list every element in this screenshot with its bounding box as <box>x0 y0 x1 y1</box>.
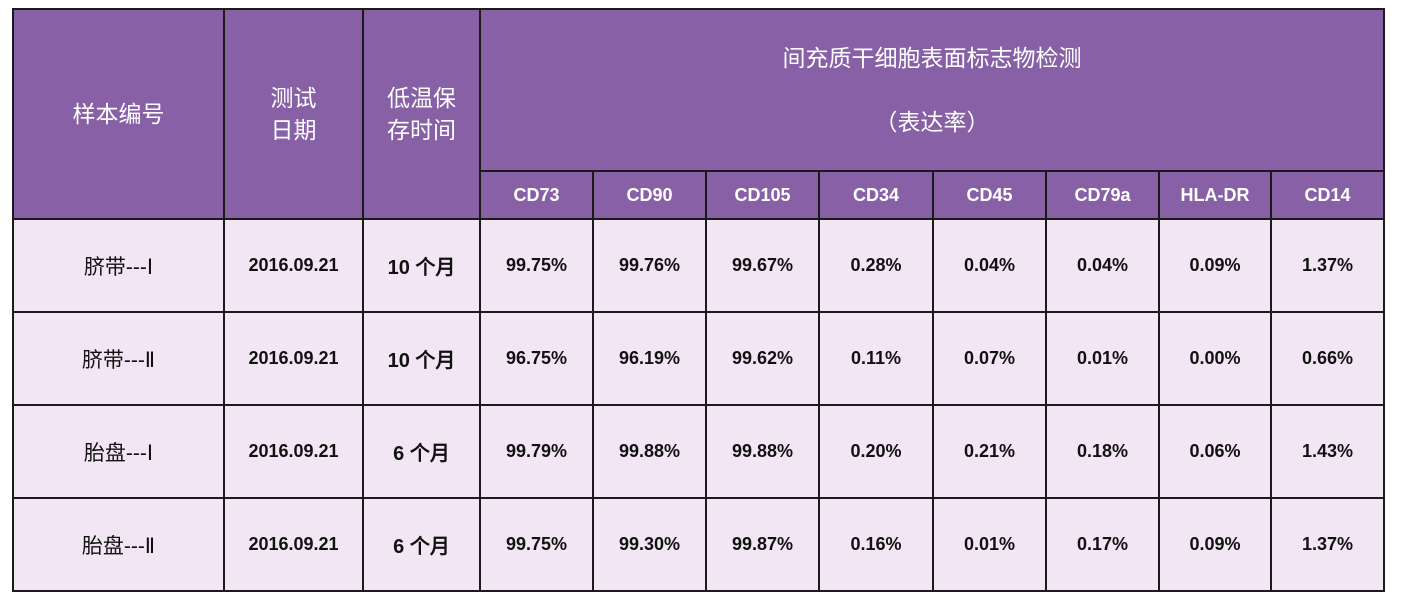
page: 样本编号 测试 日期 低温保 存时间 间充质干细胞表面标志物检测 （表达率） C… <box>12 8 1385 592</box>
marker-header: CD90 <box>592 170 707 220</box>
header-row: 样本编号 测试 日期 低温保 存时间 间充质干细胞表面标志物检测 （表达率） <box>12 8 1385 220</box>
table-cell: 99.30% <box>592 497 707 592</box>
table-cell: 99.88% <box>592 404 707 499</box>
table-cell: 99.88% <box>705 404 820 499</box>
table-cell: 脐带---Ⅱ <box>12 311 225 406</box>
header-cell: 样本编号 <box>12 8 225 220</box>
table-cell: 99.67% <box>705 218 820 313</box>
table-cell: 0.04% <box>932 218 1047 313</box>
group-header: 间充质干细胞表面标志物检测 （表达率） <box>479 8 1385 172</box>
table-cell: 2016.09.21 <box>223 218 364 313</box>
table-cell: 脐带---Ⅰ <box>12 218 225 313</box>
table-row: 胎盘---Ⅱ 2016.09.21 6 个月 99.75% 99.30% 99.87% 0.… <box>12 497 1385 592</box>
table-cell: 6 个月 <box>362 404 481 499</box>
table-row: 脐带---Ⅰ 2016.09.21 10 个月 99.75% 99.76% 99.67% 0… <box>12 218 1385 313</box>
table-cell: 10 个月 <box>362 218 481 313</box>
table-cell: 99.62% <box>705 311 820 406</box>
table-cell: 0.01% <box>1045 311 1160 406</box>
table-cell: 6 个月 <box>362 497 481 592</box>
table-cell: 0.06% <box>1158 404 1272 499</box>
table-cell: 2016.09.21 <box>223 311 364 406</box>
marker-header: HLA-DR <box>1158 170 1272 220</box>
table-cell: 0.09% <box>1158 497 1272 592</box>
table-cell: 1.37% <box>1270 218 1385 313</box>
table-cell: 2016.09.21 <box>223 497 364 592</box>
table-cell: 0.66% <box>1270 311 1385 406</box>
table-cell: 胎盘---Ⅰ <box>12 404 225 499</box>
table-cell: 10 个月 <box>362 311 481 406</box>
marker-table: 样本编号 测试 日期 低温保 存时间 间充质干细胞表面标志物检测 （表达率） C… <box>12 8 1385 592</box>
group-subtitle: （表达率） <box>874 109 990 135</box>
table-cell: 96.75% <box>479 311 594 406</box>
group-title: 间充质干细胞表面标志物检测 <box>782 45 1082 71</box>
table-cell: 0.16% <box>818 497 934 592</box>
table-cell: 96.19% <box>592 311 707 406</box>
marker-header: CD73 <box>479 170 594 220</box>
marker-header: CD105 <box>705 170 820 220</box>
table-cell: 0.09% <box>1158 218 1272 313</box>
table-cell: 1.37% <box>1270 497 1385 592</box>
table-cell: 99.87% <box>705 497 820 592</box>
table-cell: 99.75% <box>479 218 594 313</box>
table-cell: 0.07% <box>932 311 1047 406</box>
table-cell: 0.04% <box>1045 218 1160 313</box>
marker-header: CD45 <box>932 170 1047 220</box>
marker-header: CD14 <box>1270 170 1385 220</box>
table-cell: 1.43% <box>1270 404 1385 499</box>
table-cell: 0.01% <box>932 497 1047 592</box>
marker-header: CD34 <box>818 170 934 220</box>
table-row: 脐带---Ⅱ 2016.09.21 10 个月 96.75% 96.19% 99.62% 0… <box>12 311 1385 406</box>
table-cell: 0.28% <box>818 218 934 313</box>
header-cell: 低温保 存时间 <box>362 8 481 220</box>
table-cell: 0.00% <box>1158 311 1272 406</box>
table-cell: 0.21% <box>932 404 1047 499</box>
table-cell: 胎盘---Ⅱ <box>12 497 225 592</box>
table-cell: 0.18% <box>1045 404 1160 499</box>
header-row: CD73 CD90 CD105 CD34 CD45 CD79a HLA-DR CD14 <box>13 170 1385 220</box>
marker-header: CD79a <box>1045 170 1160 220</box>
table-cell: 0.11% <box>818 311 934 406</box>
table-row: 胎盘---Ⅰ 2016.09.21 6 个月 99.79% 99.88% 99.88% 0.… <box>12 404 1385 499</box>
table-cell: 2016.09.21 <box>223 404 364 499</box>
table-cell: 99.76% <box>592 218 707 313</box>
table-cell: 99.79% <box>479 404 594 499</box>
table-cell: 0.17% <box>1045 497 1160 592</box>
header-cell: 测试 日期 <box>223 8 364 220</box>
table-body: 脐带---Ⅰ 2016.09.21 10 个月 99.75% 99.76% 99.67% 0… <box>12 218 1385 592</box>
table-header: 样本编号 测试 日期 低温保 存时间 间充质干细胞表面标志物检测 （表达率） C… <box>12 8 1385 220</box>
table-cell: 0.20% <box>818 404 934 499</box>
table-cell: 99.75% <box>479 497 594 592</box>
